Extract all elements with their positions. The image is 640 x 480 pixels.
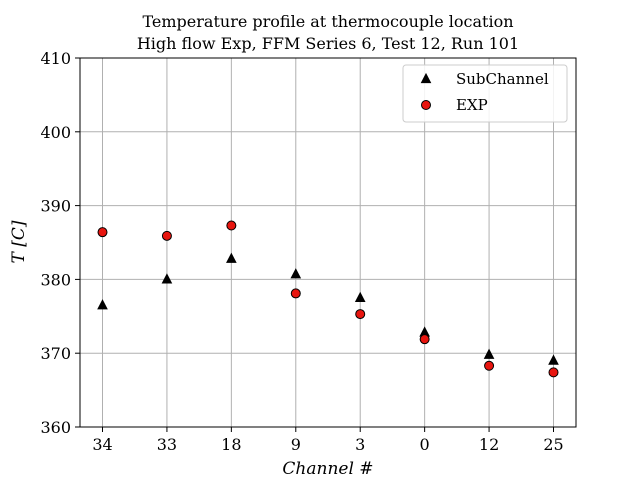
x-axis-label: Channel # — [282, 459, 373, 479]
y-tick-label: 370 — [40, 344, 71, 363]
exp-point — [355, 309, 366, 320]
subchannel-point — [97, 299, 108, 310]
x-tick-label: 9 — [291, 435, 301, 454]
x-tick-label: 34 — [92, 435, 112, 454]
legend-label: SubChannel — [456, 70, 549, 88]
chart-title: Temperature profile at thermocouple loca… — [142, 12, 513, 31]
exp-point — [548, 367, 559, 378]
subchannel-point — [354, 291, 366, 302]
exp-point — [97, 227, 108, 238]
plot-frame — [79, 57, 577, 428]
subchannel-point — [548, 354, 559, 365]
chart-subtitle: High flow Exp, FFM Series 6, Test 12, Ru… — [137, 34, 519, 53]
legend-label: EXP — [456, 96, 488, 114]
x-tick-label: 18 — [221, 435, 241, 454]
y-tick-label: 380 — [40, 270, 71, 289]
subchannel-point — [483, 348, 495, 359]
exp-point — [226, 220, 237, 231]
x-tick-label: 3 — [355, 435, 365, 454]
subchannel-point — [290, 268, 302, 279]
exp-point — [484, 360, 495, 371]
legend-box — [402, 64, 568, 123]
exp-point — [419, 334, 430, 345]
y-tick-label: 400 — [40, 123, 71, 142]
subchannel-point — [161, 273, 173, 284]
y-tick-label: 360 — [40, 418, 71, 437]
ticks: 34 33 18 9 3 0 12 25 360 370 380 390 400 410 — [40, 49, 563, 454]
legend: SubChannel EXP — [402, 64, 568, 123]
y-tick-label: 390 — [40, 197, 71, 216]
x-tick-label: 33 — [157, 435, 177, 454]
data-points — [97, 220, 559, 378]
legend-marker-exp — [421, 100, 431, 110]
x-tick-label: 12 — [479, 435, 499, 454]
y-tick-label: 410 — [40, 49, 71, 68]
legend-marker-subchannel — [420, 72, 432, 84]
subchannel-point — [226, 252, 237, 263]
exp-point — [290, 288, 301, 299]
exp-point — [161, 230, 172, 241]
y-axis-label: T [C] — [9, 220, 29, 263]
x-tick-label: 25 — [543, 435, 563, 454]
x-tick-label: 0 — [420, 435, 430, 454]
